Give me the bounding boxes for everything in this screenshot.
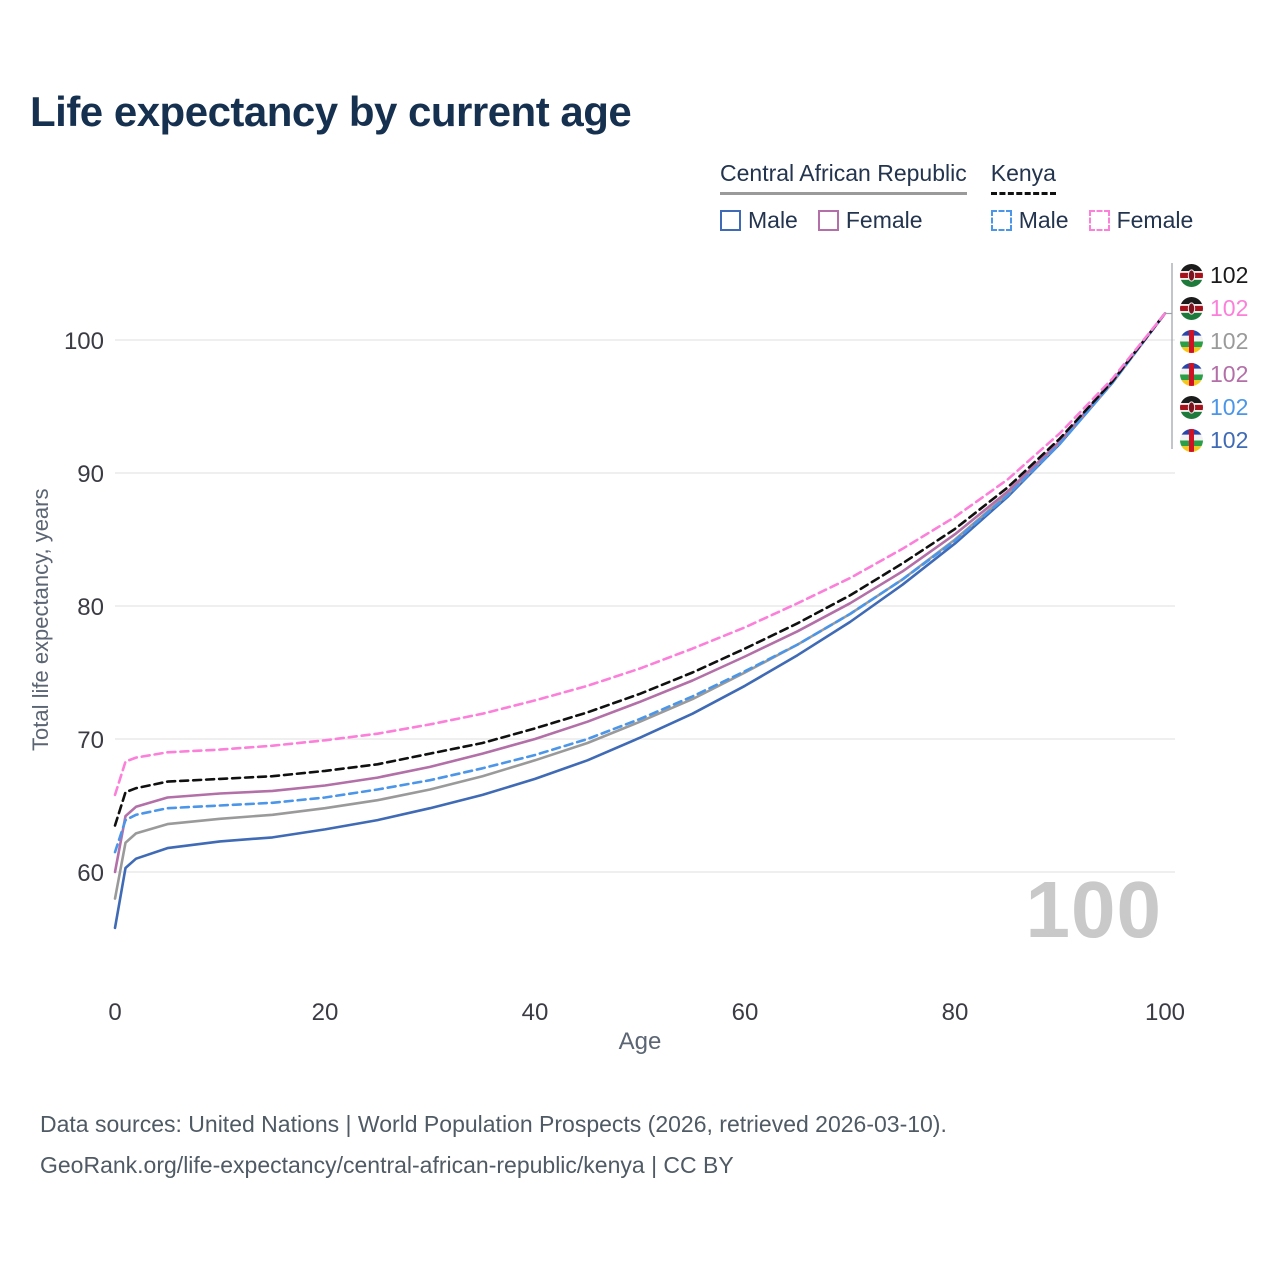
central-african-republic-flag-icon xyxy=(1180,362,1203,386)
end-value-label: 102 xyxy=(1180,328,1248,354)
car-female-swatch-icon xyxy=(817,210,839,231)
legend-item-label: Male xyxy=(1018,207,1069,233)
series-line-kenya-both xyxy=(113,312,1167,827)
car-male-swatch-icon xyxy=(720,210,741,231)
attribution-text: GeoRank.org/life-expectancy/central-afri… xyxy=(40,1152,734,1178)
series-line-car-both xyxy=(113,312,1167,900)
end-value-label: 102 xyxy=(1180,427,1248,453)
end-value-label: 102 xyxy=(1180,262,1248,288)
series-line-kenya-female xyxy=(113,312,1167,797)
y-tick-label: 80 xyxy=(77,594,104,621)
legend-item-kenya-female: Female xyxy=(1088,207,1194,234)
x-tick-label: 20 xyxy=(312,999,339,1026)
end-value: 102 xyxy=(1210,327,1249,354)
end-value: 102 xyxy=(1210,426,1249,453)
legend-item-label: Female xyxy=(1116,207,1194,233)
end-value: 102 xyxy=(1210,393,1249,420)
current-age-watermark: 100 xyxy=(1025,865,1162,954)
series-line-car-male xyxy=(113,312,1167,930)
y-axis-title: Total life expectancy, years xyxy=(28,488,53,752)
kenya-female-swatch-icon xyxy=(1088,210,1110,231)
data-sources-text: Data sources: United Nations | World Pop… xyxy=(40,1111,947,1137)
chart-title: Life expectancy by current age xyxy=(30,88,632,135)
legend: Central African Republic Male Female Ken… xyxy=(720,160,1193,234)
x-axis-title: Age xyxy=(618,1028,662,1055)
legend-group-title-kenya: Kenya xyxy=(990,160,1056,195)
kenya-flag-icon xyxy=(1180,263,1203,287)
x-tick-label: 80 xyxy=(942,999,969,1026)
kenya-flag-icon xyxy=(1180,395,1203,419)
y-tick-label: 100 xyxy=(64,328,104,355)
x-tick-label: 40 xyxy=(522,999,549,1026)
footer: Data sources: United Nations | World Pop… xyxy=(40,1104,947,1186)
end-value-label: 102 xyxy=(1180,361,1248,387)
central-african-republic-flag-icon xyxy=(1180,428,1203,452)
legend-item-car-female: Female xyxy=(817,207,923,234)
end-value: 102 xyxy=(1210,360,1249,387)
x-tick-label: 100 xyxy=(1145,999,1185,1026)
legend-item-label: Female xyxy=(845,207,923,233)
x-tick-label: 0 xyxy=(108,999,121,1026)
series-line-kenya-male xyxy=(113,312,1167,854)
kenya-flag-icon xyxy=(1180,296,1203,320)
legend-items: Male Female xyxy=(990,207,1194,234)
y-tick-label: 70 xyxy=(77,727,104,754)
legend-group-title-central-african-republic: Central African Republic xyxy=(720,160,967,195)
legend-items: Male Female xyxy=(720,207,967,234)
end-value: 102 xyxy=(1210,261,1249,288)
end-value-label: 102 xyxy=(1180,295,1248,321)
legend-group-kenya: Kenya Male Female xyxy=(990,160,1194,234)
legend-item-label: Male xyxy=(748,207,798,233)
central-african-republic-flag-icon xyxy=(1180,329,1203,353)
legend-item-car-male: Male xyxy=(720,207,798,234)
legend-group-central-african-republic: Central African Republic Male Female xyxy=(720,160,967,234)
kenya-male-swatch-icon xyxy=(990,210,1012,231)
end-value-labels: 102 102 102 102 102 102 xyxy=(1180,262,1248,453)
y-tick-label: 90 xyxy=(77,461,104,488)
legend-item-kenya-male: Male xyxy=(990,207,1069,234)
x-tick-label: 60 xyxy=(732,999,759,1026)
end-value-label: 102 xyxy=(1180,394,1248,420)
end-value: 102 xyxy=(1210,294,1249,321)
y-tick-label: 60 xyxy=(77,860,104,887)
series-line-car-female xyxy=(113,312,1167,874)
